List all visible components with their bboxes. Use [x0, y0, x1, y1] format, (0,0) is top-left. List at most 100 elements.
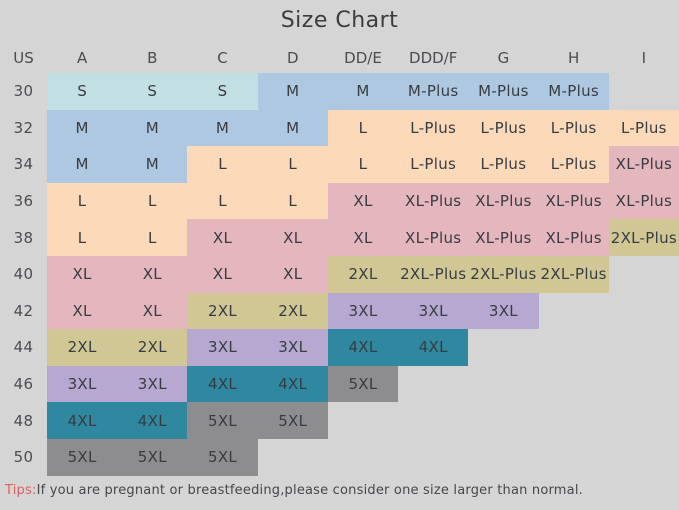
- empty-cell: [609, 366, 679, 403]
- column-header-us: US: [13, 48, 34, 67]
- row-label: 36: [13, 192, 34, 211]
- size-cell: L: [327, 109, 399, 147]
- empty-cell: [328, 439, 398, 476]
- size-cell: XL-Plus: [468, 182, 539, 220]
- row-label: 32: [13, 118, 34, 137]
- size-cell: XL: [187, 255, 258, 293]
- column-header-i: I: [641, 48, 647, 67]
- size-cell: S: [47, 73, 118, 110]
- size-cell: 4XL: [117, 402, 188, 439]
- size-cell: XL-Plus: [468, 219, 539, 256]
- empty-cell: [468, 439, 538, 476]
- column-header-c: C: [217, 48, 228, 67]
- row-label: 40: [13, 265, 34, 284]
- size-cell: 4XL: [47, 402, 118, 439]
- size-cell: 2XL: [257, 292, 328, 330]
- empty-cell: [539, 329, 609, 366]
- size-cell: 5XL: [47, 438, 118, 476]
- size-cell: 2XL-Plus: [608, 219, 679, 256]
- size-cell: 5XL: [117, 438, 188, 476]
- size-cell: L: [117, 219, 188, 256]
- size-cell: 2XL: [327, 255, 399, 293]
- size-cell: L: [117, 182, 188, 220]
- size-cell: L: [257, 182, 328, 220]
- size-cell: XL-Plus: [398, 219, 469, 256]
- size-cell: 5XL: [257, 402, 328, 439]
- empty-cell: [398, 439, 468, 476]
- size-cell: 3XL: [327, 292, 399, 330]
- size-cell: S: [117, 73, 188, 110]
- row-label: 30: [13, 82, 34, 101]
- size-cell: M: [47, 109, 118, 147]
- empty-cell: [539, 366, 609, 403]
- column-header-d: D: [286, 48, 299, 67]
- size-cell: M-Plus: [538, 73, 609, 110]
- size-cell: L: [327, 146, 399, 183]
- size-cell: XL: [47, 292, 118, 330]
- size-cell: 3XL: [47, 365, 118, 403]
- size-cell: M: [117, 146, 188, 183]
- size-cell: 3XL: [187, 329, 258, 366]
- size-cell: L-Plus: [538, 146, 609, 183]
- size-cell: XL: [327, 219, 399, 256]
- row-label: 50: [13, 448, 34, 467]
- size-cell: XL-Plus: [538, 182, 609, 220]
- empty-cell: [398, 366, 468, 403]
- size-cell: L: [47, 219, 118, 256]
- column-header-g: G: [497, 48, 510, 67]
- size-cell: 3XL: [257, 329, 328, 366]
- size-cell: L-Plus: [398, 109, 469, 147]
- empty-cell: [398, 402, 468, 439]
- size-cell: 2XL: [187, 292, 258, 330]
- column-header-a: A: [76, 48, 88, 67]
- empty-cell: [468, 366, 538, 403]
- size-cell: 4XL: [398, 329, 469, 366]
- size-cell: L: [257, 146, 328, 183]
- empty-cell: [609, 73, 679, 110]
- size-cell: M: [257, 109, 328, 147]
- empty-cell: [609, 402, 679, 439]
- empty-cell: [328, 402, 398, 439]
- size-chart-table: US A B C D DD/E DDD/F G H I 30 S S S M M M-Plus M-Plus M-P…: [0, 42, 679, 476]
- empty-cell: [258, 439, 328, 476]
- empty-cell: [539, 439, 609, 476]
- size-cell: 5XL: [327, 365, 399, 403]
- size-cell: M: [187, 109, 258, 147]
- size-cell: M: [257, 73, 328, 110]
- column-header-h: H: [568, 48, 580, 67]
- row-label: 48: [13, 411, 34, 430]
- size-cell: XL: [117, 255, 188, 293]
- row-label: 34: [13, 155, 34, 174]
- empty-cell: [539, 402, 609, 439]
- size-cell: XL: [47, 255, 118, 293]
- size-cell: L-Plus: [538, 109, 609, 147]
- row-label: 38: [13, 228, 34, 247]
- row-label: 42: [13, 301, 34, 320]
- size-cell: M: [117, 109, 188, 147]
- size-cell: 2XL-Plus: [468, 255, 539, 293]
- empty-cell: [539, 293, 609, 330]
- size-cell: M-Plus: [468, 73, 539, 110]
- column-header-b: B: [147, 48, 158, 67]
- size-cell: 2XL: [47, 329, 118, 366]
- page-title: Size Chart: [280, 8, 399, 33]
- row-label: 46: [13, 375, 34, 394]
- tips-label: Tips:: [5, 482, 37, 498]
- size-cell: M: [327, 73, 399, 110]
- empty-cell: [609, 293, 679, 330]
- size-cell: 3XL: [398, 292, 469, 330]
- size-cell: XL: [257, 255, 328, 293]
- column-header-dd-e: DD/E: [344, 48, 382, 67]
- size-cell: 4XL: [257, 365, 328, 403]
- size-cell: L: [47, 182, 118, 220]
- tips-text: If you are pregnant or breastfeeding,ple…: [36, 482, 583, 498]
- size-cell: 5XL: [187, 402, 258, 439]
- size-cell: 3XL: [117, 365, 188, 403]
- size-cell: L: [187, 182, 258, 220]
- size-cell: 4XL: [327, 329, 399, 366]
- empty-cell: [468, 329, 538, 366]
- size-cell: L-Plus: [608, 109, 679, 147]
- size-cell: 3XL: [468, 292, 539, 330]
- size-cell: S: [187, 73, 258, 110]
